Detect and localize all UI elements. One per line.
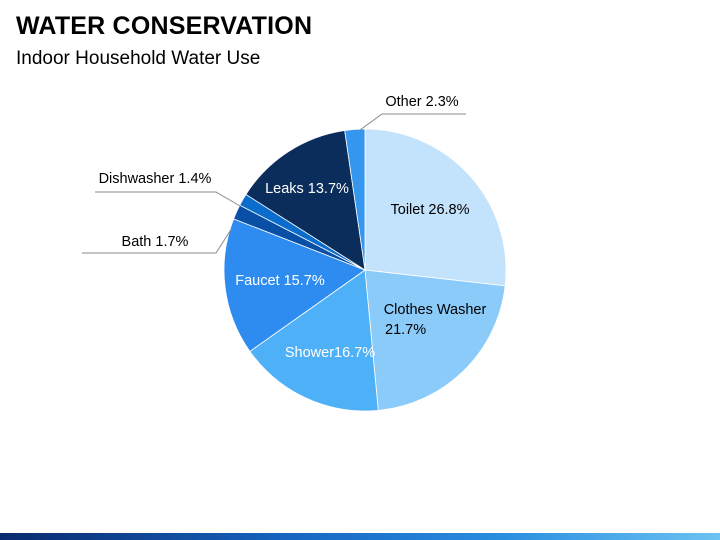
pie-slice-shower bbox=[249, 269, 379, 412]
slice-label-toilet: Toilet 26.8% bbox=[391, 202, 470, 218]
pie-slice-faucet bbox=[223, 218, 366, 352]
pie-slice-leaks bbox=[245, 130, 366, 271]
leader-line-dishwasher bbox=[95, 191, 241, 207]
pie-slice-clothes-washer bbox=[364, 269, 506, 411]
slice-label-shower: Shower16.7% bbox=[285, 345, 375, 361]
slice-label-leaks: Leaks 13.7% bbox=[265, 181, 349, 197]
page-title: WATER CONSERVATION bbox=[16, 12, 313, 40]
page-subtitle: Indoor Household Water Use bbox=[16, 48, 261, 69]
slice-label-clothes-washer: Clothes Washer 21.7% bbox=[384, 302, 487, 338]
slice-label-dishwasher: Dishwasher 1.4% bbox=[99, 171, 212, 187]
slice-label-bath: Bath 1.7% bbox=[122, 234, 189, 250]
slice-label-faucet: Faucet 15.7% bbox=[235, 273, 325, 289]
bottom-accent-bar bbox=[0, 533, 720, 540]
leader-line-bath bbox=[82, 227, 233, 254]
pie-slice-other bbox=[344, 128, 366, 271]
leader-line-other bbox=[359, 113, 466, 131]
pie-slice-toilet bbox=[364, 128, 507, 287]
slice-label-other: Other 2.3% bbox=[385, 94, 458, 110]
